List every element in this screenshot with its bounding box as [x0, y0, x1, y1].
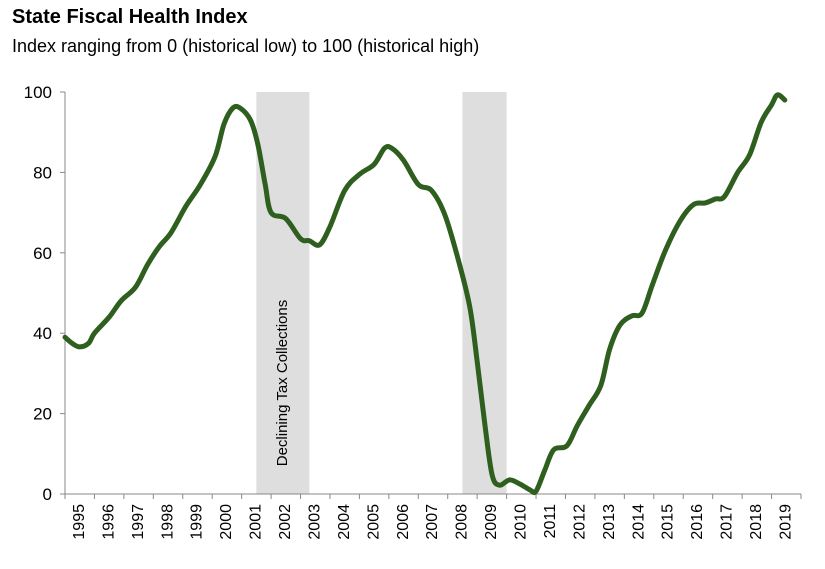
x-tick-label: 2003 [306, 504, 323, 540]
x-tick-label: 2000 [218, 504, 235, 540]
x-tick-label: 1998 [159, 504, 176, 540]
x-tick-label: 2002 [277, 504, 294, 540]
y-tick-label: 100 [24, 83, 52, 102]
x-tick-label: 2016 [689, 504, 706, 540]
x-tick-label: 2014 [630, 504, 647, 540]
x-tick-label: 2001 [248, 504, 265, 540]
x-tick-label: 2007 [424, 504, 441, 540]
shaded-region-label: Declining Tax Collections [274, 300, 291, 466]
x-tick-label: 2008 [454, 504, 471, 540]
y-tick-label: 0 [43, 485, 52, 504]
x-tick-label: 2010 [513, 504, 530, 540]
y-tick-label: 80 [33, 163, 52, 182]
x-tick-label: 2011 [542, 504, 559, 539]
chart-subtitle: Index ranging from 0 (historical low) to… [12, 36, 480, 56]
x-tick-label: 1995 [71, 504, 88, 540]
y-tick-label: 60 [33, 244, 52, 263]
x-tick-label: 1996 [100, 504, 117, 540]
x-tick-label: 2006 [395, 504, 412, 540]
x-tick-label: 2012 [571, 504, 588, 540]
chart-title: State Fiscal Health Index [12, 6, 248, 28]
x-tick-label: 2018 [748, 504, 765, 540]
x-tick-label: 2017 [719, 504, 736, 540]
y-tick-label: 20 [33, 405, 52, 424]
x-tick-label: 2019 [777, 504, 794, 540]
x-tick-label: 2015 [660, 504, 677, 540]
x-tick-label: 2009 [483, 504, 500, 540]
y-tick-label: 40 [33, 324, 52, 343]
x-tick-label: 2005 [365, 504, 382, 540]
x-tick-label: 2013 [601, 504, 618, 540]
shaded-region [256, 92, 310, 494]
x-tick-label: 1997 [130, 504, 147, 540]
x-tick-label: 1999 [189, 504, 206, 540]
series-line [62, 92, 788, 496]
x-tick-label: 2004 [336, 504, 353, 540]
